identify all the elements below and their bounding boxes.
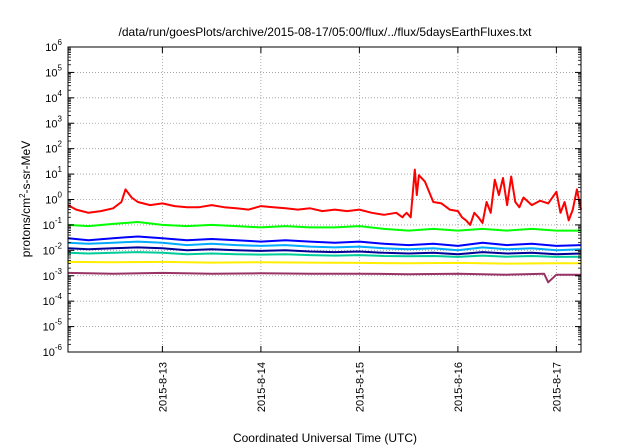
y-tick-label: 102 [45,140,62,156]
y-tick-label: 106 [45,38,62,54]
y-tick-label: 10-1 [43,216,63,232]
y-tick-label: 100 [45,191,62,207]
y-tick-labels: 106 105 104 103 102 101 100 10-1 10-2 10-3 10-4 10-… [43,38,63,359]
series-line-4 [67,240,582,252]
series-line-1 [67,168,582,226]
grid [68,47,581,352]
y-tick-label: 10-6 [43,343,63,359]
y-tick-label: 104 [45,89,62,105]
series-line-2 [67,221,581,232]
series-line-6 [67,251,582,258]
y-axis-label: protons/cm2-s-sr-MeV [18,141,33,257]
series-line-3 [67,235,582,247]
y-tick-label: 10-4 [43,292,63,308]
series-line-8 [67,271,581,284]
x-tick-labels: 2015-8-13 2015-8-14 2015-8-15 2015-8-16 2015… [157,362,563,412]
x-tick-label: 2015-8-17 [551,362,563,412]
x-tick-label: 2015-8-13 [157,362,169,412]
axis-ticks [68,46,581,353]
series-line-7 [67,260,581,265]
y-tick-label: 10-3 [43,267,63,283]
series-group [67,168,582,284]
y-tick-label: 101 [45,165,62,181]
x-tick-label: 2015-8-14 [256,362,268,412]
series-line-5 [67,246,582,256]
x-axis-label: Coordinated Universal Time (UTC) [233,431,417,445]
chart-title: /data/run/goesPlots/archive/2015-08-17/0… [119,25,533,39]
y-tick-label: 10-2 [43,241,63,257]
y-tick-label: 103 [45,114,62,130]
y-tick-label: 10-5 [43,318,63,334]
x-tick-label: 2015-8-15 [354,362,366,412]
x-tick-label: 2015-8-16 [453,362,465,412]
y-tick-label: 105 [45,63,62,79]
plot-frame [67,46,582,353]
